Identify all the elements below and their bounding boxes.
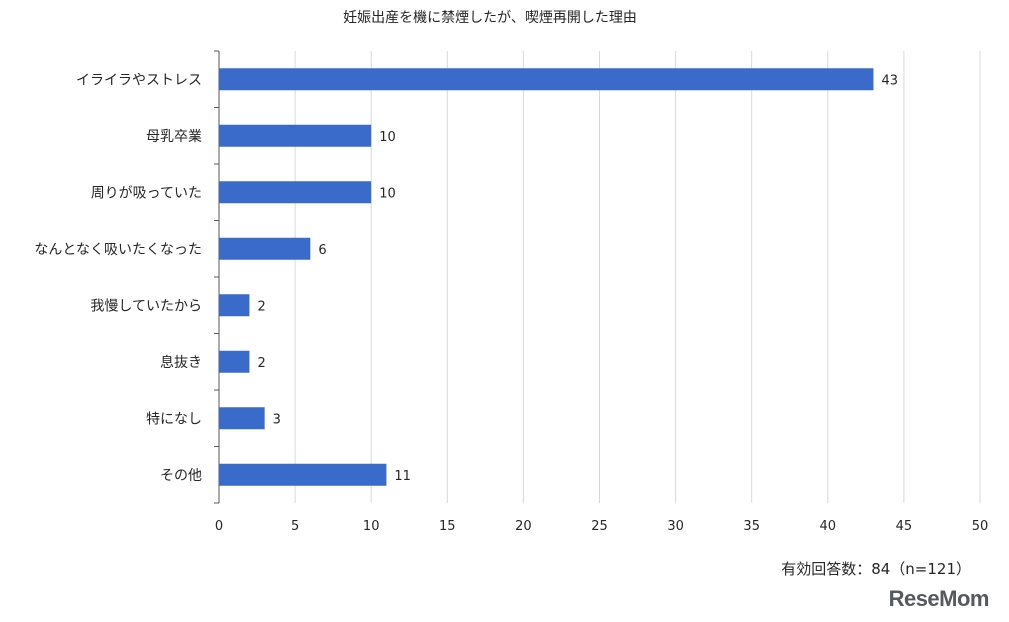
data-label: 10 [379,186,396,201]
bar [219,350,250,373]
x-tick-label: 30 [667,519,684,534]
x-tick-label: 10 [363,519,380,534]
gridlines [294,51,981,503]
category-label: 息抜き [160,354,202,371]
bar [219,294,250,317]
category-label: 母乳卒業 [146,129,202,145]
brand-logo: ReseMom [888,586,990,611]
category-label: 周りが吸っていた [91,185,202,201]
x-tick-label: 5 [291,519,299,534]
category-label: イライラやストレス [76,72,202,88]
data-label: 2 [257,356,265,371]
bar [219,68,874,91]
chart-title: 妊娠出産を機に禁煙したが、喫煙再開した理由 [343,10,637,26]
data-label: 6 [318,243,326,258]
category-label: その他 [160,468,202,484]
data-label: 3 [273,412,281,427]
x-tick-label: 15 [439,519,456,534]
bar [219,237,311,260]
bars [219,68,874,486]
response-count-note: 有効回答数：84（n=121） [781,560,971,578]
bar [219,407,265,430]
x-tick-label: 20 [515,519,532,534]
data-label: 11 [394,469,411,484]
data-labels: 43 10 10 6 2 2 3 11 [257,73,898,484]
x-tick-labels: 0 5 10 15 20 25 30 35 40 45 50 [215,519,988,534]
bar [219,463,387,486]
category-labels: イライラやストレス母乳卒業周りが吸っていたなんとなく吸いたくなった我慢していたか… [34,72,202,484]
data-label: 10 [379,130,396,145]
bar [219,181,372,204]
x-tick-label: 25 [591,519,608,534]
x-tick-label: 40 [820,519,837,534]
x-tick-label: 45 [896,519,913,534]
bar [219,124,372,147]
category-label: 特になし [146,411,202,427]
data-label: 2 [257,299,265,314]
axes [214,50,220,504]
x-tick-label: 35 [743,519,760,534]
category-label: 我慢していたから [90,297,202,314]
x-tick-label: 0 [215,519,223,534]
data-label: 43 [881,73,898,88]
category-label: なんとなく吸いたくなった [34,242,202,258]
x-tick-label: 50 [972,519,989,534]
